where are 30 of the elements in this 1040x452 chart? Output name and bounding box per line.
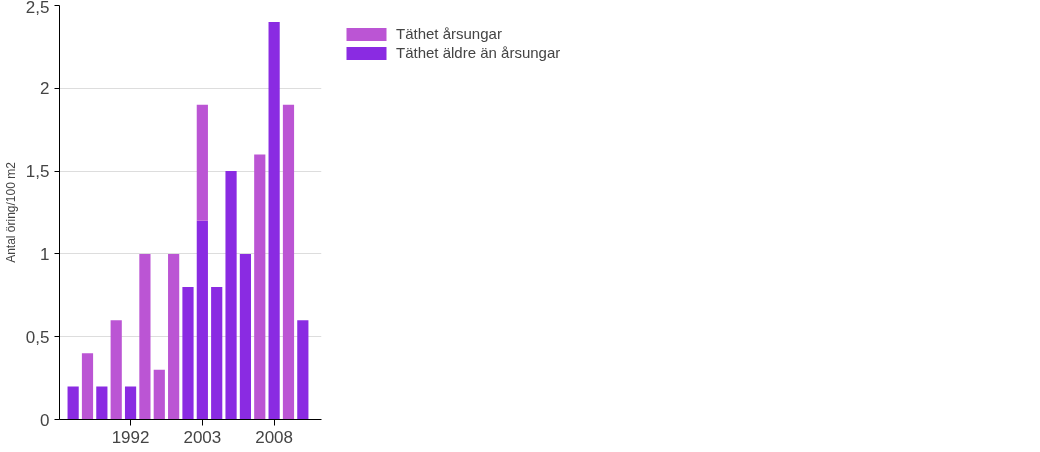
bar bbox=[196, 104, 208, 221]
bar bbox=[196, 220, 208, 420]
bar bbox=[297, 320, 309, 420]
y-tick-label: 1,5 bbox=[25, 162, 50, 182]
bar bbox=[182, 287, 194, 420]
y-tick-label: 2,5 bbox=[25, 0, 50, 17]
bar bbox=[268, 22, 280, 420]
bar bbox=[239, 253, 252, 420]
x-tick-label: 2008 bbox=[255, 427, 294, 447]
bar bbox=[211, 287, 223, 420]
y-tick-label: 1 bbox=[40, 244, 50, 264]
y-tick-label: 0 bbox=[40, 410, 50, 430]
y-tick-label: 0,5 bbox=[25, 327, 50, 347]
bar bbox=[254, 154, 266, 420]
bar bbox=[225, 171, 237, 420]
bar bbox=[81, 353, 94, 420]
x-tick-label: 2003 bbox=[183, 427, 222, 447]
y-tick-label: 2 bbox=[40, 79, 50, 99]
bar bbox=[124, 386, 137, 420]
legend-label: Täthet årsungar bbox=[396, 25, 502, 42]
bar bbox=[153, 369, 165, 420]
y-axis-title: Antal öring/100 m2 bbox=[3, 161, 18, 263]
x-tick-label: 1992 bbox=[111, 427, 150, 447]
bar bbox=[67, 386, 79, 420]
legend-label: Täthet äldre än årsungar bbox=[396, 44, 561, 61]
bar bbox=[139, 253, 151, 420]
bar bbox=[168, 253, 180, 420]
bar bbox=[96, 386, 108, 420]
bar bbox=[110, 320, 122, 420]
bar bbox=[282, 104, 295, 420]
